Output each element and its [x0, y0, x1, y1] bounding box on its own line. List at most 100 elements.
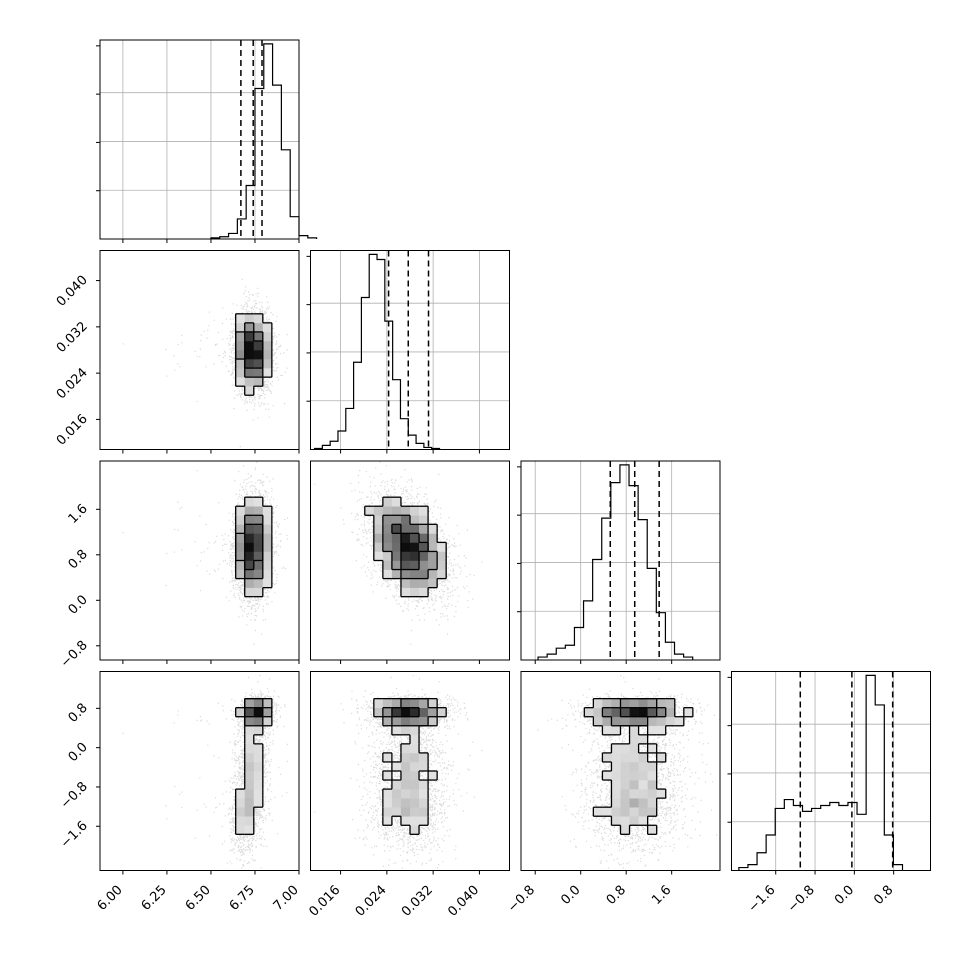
density-cell — [253, 350, 264, 360]
density-cell — [665, 707, 676, 718]
histogram-1 — [313, 253, 441, 450]
density-cell — [428, 560, 438, 570]
density-cell — [419, 560, 429, 570]
density-cell — [647, 761, 657, 772]
density-cell — [382, 716, 393, 727]
density-cell — [419, 515, 429, 525]
density-cell — [410, 816, 420, 826]
density-cell — [262, 524, 273, 534]
density-cell — [253, 551, 264, 561]
density-cell — [620, 807, 630, 817]
density-cell — [391, 506, 402, 516]
density-cell — [391, 551, 402, 561]
density-cell — [638, 798, 648, 808]
density-cell — [400, 587, 411, 597]
density-cell — [410, 533, 420, 543]
panel-frame-1-1 — [310, 250, 510, 450]
density-cell — [235, 789, 246, 799]
density-cell — [235, 560, 246, 570]
density-cell — [400, 506, 411, 516]
y-tick-label: 0.024 — [54, 365, 91, 402]
density-cell — [262, 578, 273, 588]
density-cell — [262, 560, 273, 570]
density-cell — [428, 716, 438, 727]
density-cell — [235, 807, 246, 817]
x-tick-label: 0.040 — [445, 883, 482, 920]
density-cell — [373, 506, 384, 516]
x-tick-label: 1.6 — [649, 883, 674, 908]
density-cell — [410, 780, 420, 790]
density-cell — [373, 533, 384, 543]
density-cell — [391, 515, 402, 525]
density-cell — [647, 725, 657, 736]
density-cell — [611, 780, 621, 790]
density-cell — [400, 707, 411, 718]
density-cell — [611, 761, 621, 772]
density-cell — [419, 587, 429, 597]
density-cell — [235, 350, 246, 360]
x-tick-label: 6.75 — [227, 883, 258, 914]
y-tick-label: 0.040 — [54, 273, 91, 310]
density-cell — [235, 524, 246, 534]
density-cell — [382, 497, 393, 507]
histogram-3 — [738, 674, 904, 871]
density-cell — [410, 761, 420, 772]
density-cell — [410, 551, 420, 561]
density-cell — [400, 551, 411, 561]
density-cell — [419, 698, 429, 708]
density-cell — [647, 707, 657, 718]
density-cell — [391, 569, 402, 579]
density-cell — [253, 569, 264, 579]
density-cell — [235, 569, 246, 579]
density-cell — [410, 707, 420, 718]
density-cell — [253, 707, 264, 718]
y-tick-label: 0.8 — [66, 547, 91, 572]
density-cell — [235, 825, 246, 835]
panel-frame-3-3 — [731, 671, 931, 871]
density-cell — [683, 707, 694, 718]
density-cell — [235, 331, 246, 342]
density-cell — [410, 524, 420, 534]
density-cell — [373, 515, 384, 525]
density-cell — [391, 698, 402, 708]
frames-layer — [99, 39, 931, 871]
density-cell — [593, 707, 603, 718]
density-cell — [647, 743, 657, 754]
density-cell — [253, 524, 264, 534]
density-cell — [629, 707, 639, 718]
density-cell — [428, 707, 438, 718]
x-tick-label: −0.8 — [785, 883, 818, 916]
density-cell — [629, 771, 639, 781]
density-cell — [400, 743, 411, 754]
density-cell — [253, 716, 264, 727]
panel-frame-3-2 — [520, 671, 721, 871]
density-cell — [647, 716, 657, 727]
panel-frame-3-1 — [310, 671, 510, 871]
density-cell — [602, 716, 612, 727]
density-cell — [620, 789, 630, 799]
density-cell — [400, 578, 411, 588]
density-cell — [400, 542, 411, 552]
density-cell — [244, 716, 255, 727]
density-cell — [244, 734, 255, 745]
y-tick-label: 1.6 — [66, 502, 91, 527]
x-tick-label: 0.8 — [604, 883, 629, 908]
density-cell — [244, 807, 255, 817]
density-cell — [428, 569, 438, 579]
density-cell — [410, 515, 420, 525]
density-cell — [262, 569, 273, 579]
density-cell — [382, 515, 393, 525]
marks-layer — [210, 40, 904, 871]
panel-frame-0-0 — [99, 39, 300, 240]
density-cell — [593, 698, 603, 708]
density-cell — [244, 578, 255, 588]
density-cell — [262, 542, 273, 552]
density-cell — [410, 798, 420, 808]
density-cell — [419, 524, 429, 534]
density-cell — [419, 752, 429, 763]
density-cell — [400, 515, 411, 525]
density-cell — [244, 331, 255, 342]
density-cell — [262, 350, 273, 360]
density-cell — [629, 716, 639, 727]
